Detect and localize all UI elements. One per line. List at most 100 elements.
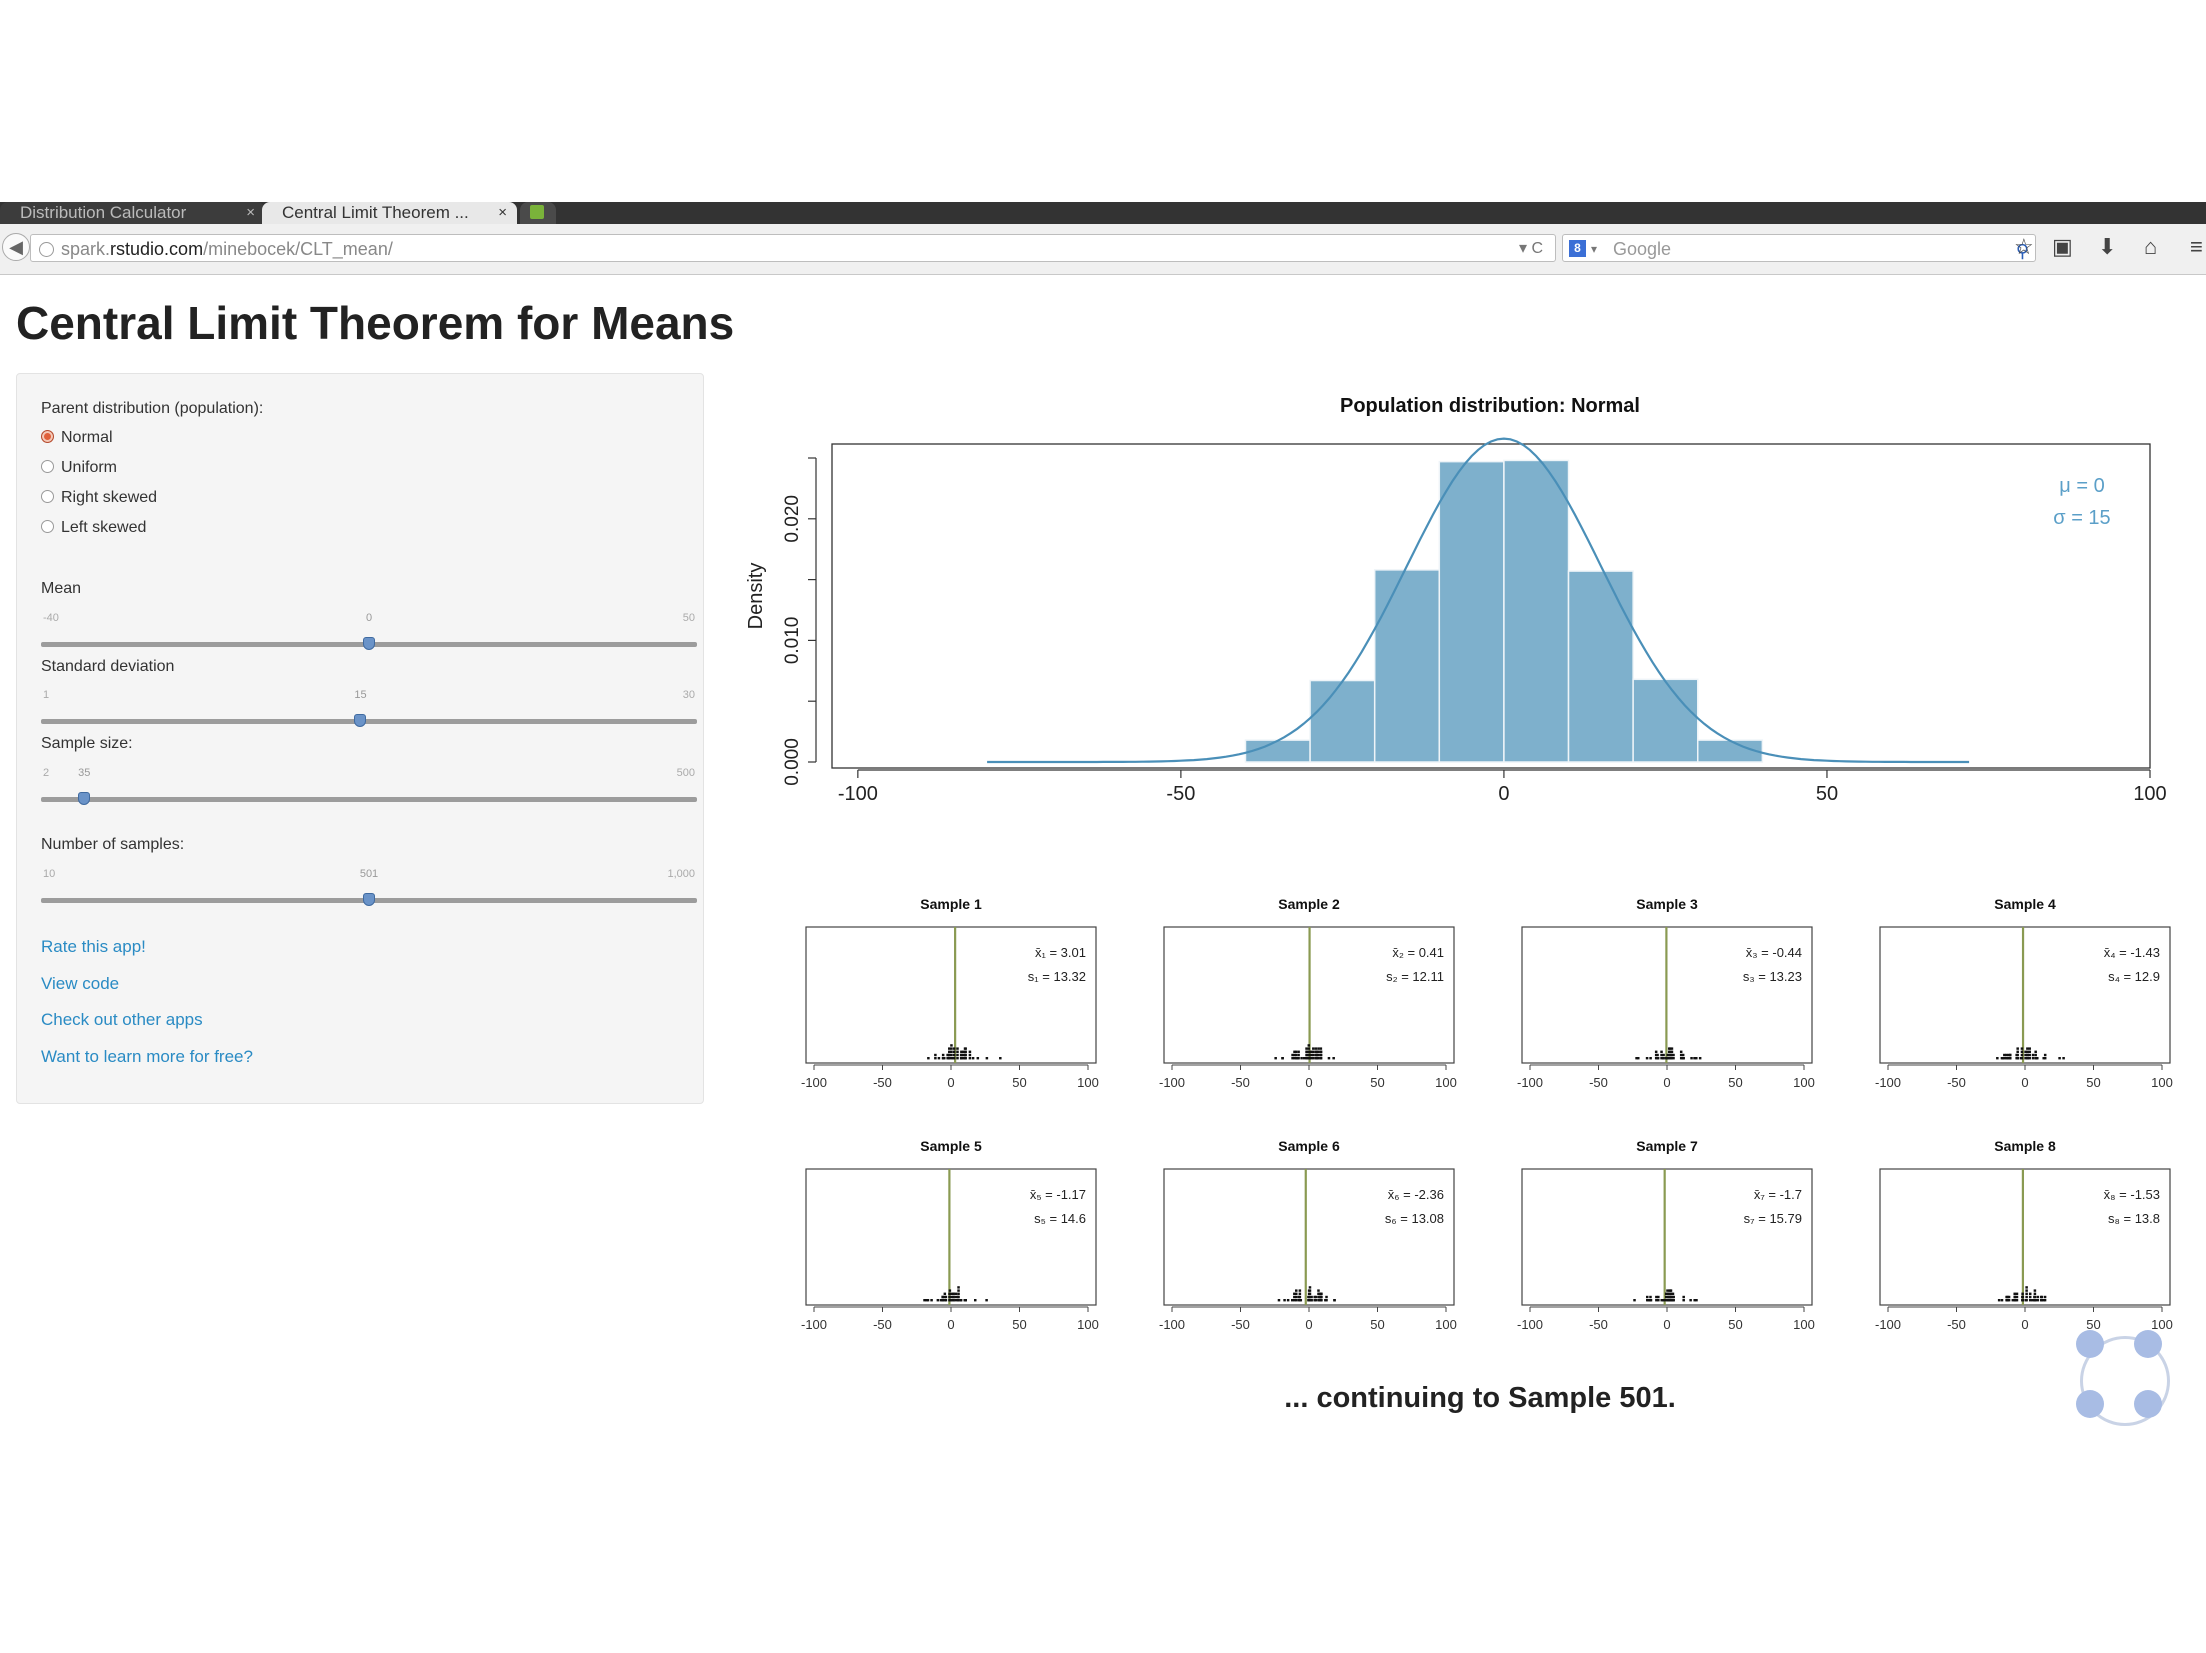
sample-point xyxy=(2024,1057,2027,1060)
search-icon[interactable]: ⚲ xyxy=(2015,241,2029,261)
sample-point xyxy=(1274,1057,1277,1060)
radio-normal[interactable]: Normal xyxy=(41,428,113,448)
slider-handle[interactable] xyxy=(363,893,375,906)
slider-track[interactable] xyxy=(41,797,697,802)
sample-point xyxy=(1654,1057,1658,1060)
search-bar[interactable]: 8 ▾ Google ⚲ xyxy=(1562,234,2036,262)
sample-point xyxy=(963,1047,967,1050)
sample-x-tick-label: -50 xyxy=(1231,1075,1250,1090)
other-apps-link[interactable]: Check out other apps xyxy=(41,1010,203,1029)
sample-size-slider[interactable]: 2 35 500 xyxy=(41,767,697,817)
slider-handle[interactable] xyxy=(363,637,375,650)
sample-point xyxy=(2033,1292,2037,1295)
sample-x-tick-label: -50 xyxy=(1231,1317,1250,1332)
sample-x-tick-label: -100 xyxy=(1517,1075,1543,1090)
sample-point xyxy=(2015,1292,2019,1295)
sample-point xyxy=(2015,1295,2019,1299)
radio-label: Right skewed xyxy=(61,489,158,506)
sample-point xyxy=(1294,1057,1298,1060)
new-tab-button[interactable] xyxy=(520,202,556,224)
mean-slider[interactable]: -40 0 50 xyxy=(41,612,697,662)
sample-point xyxy=(2025,1295,2028,1299)
sample-point xyxy=(1314,1047,1318,1050)
sample-point xyxy=(1308,1299,1312,1302)
slider-handle[interactable] xyxy=(354,714,367,727)
continuing-caption: ... continuing to Sample 501. xyxy=(1284,1382,1676,1414)
reload-icon[interactable]: ▾ C xyxy=(1518,240,1543,257)
x-tick-label: -100 xyxy=(838,783,878,805)
star-icon[interactable]: ☆ xyxy=(2014,234,2034,259)
sample-point xyxy=(1295,1295,1298,1299)
slider-min: 10 xyxy=(43,868,56,880)
url-bar[interactable]: spark.rstudio.com/minebocek/CLT_mean/ ▾ … xyxy=(30,234,1556,262)
sample-point xyxy=(1667,1047,1671,1050)
chevron-down-icon[interactable]: ▾ xyxy=(1591,242,1598,256)
sample-x-tick-label: 0 xyxy=(2021,1317,2028,1332)
sample-point xyxy=(2008,1057,2012,1060)
sample-frame xyxy=(1879,1168,2171,1306)
sample-point xyxy=(1299,1299,1303,1302)
search-engine-icon[interactable]: 8 xyxy=(1569,240,1586,257)
radio-right-skewed[interactable]: Right skewed xyxy=(41,488,157,508)
radio-checked-icon[interactable] xyxy=(41,430,54,444)
sample-title: Sample 6 xyxy=(1278,1138,1340,1154)
slider-value: 15 xyxy=(354,689,367,701)
num-samples-slider[interactable]: 10 501 1,000 xyxy=(41,868,697,918)
sample-point xyxy=(963,1057,967,1060)
radio-unchecked-icon[interactable] xyxy=(41,520,54,534)
sample-point xyxy=(2007,1299,2011,1302)
back-icon[interactable]: ◀ xyxy=(2,233,30,261)
sample-x-tick-label: -100 xyxy=(1875,1317,1901,1332)
sample-point xyxy=(1307,1057,1311,1060)
sample-x-tick-label: -100 xyxy=(1875,1075,1901,1090)
view-code-link[interactable]: View code xyxy=(41,974,120,993)
sample-size-label: Sample size: xyxy=(41,735,133,752)
sample-point xyxy=(1293,1057,1296,1060)
sample-point xyxy=(1670,1295,1673,1299)
radio-unchecked-icon[interactable] xyxy=(41,490,54,504)
home-icon[interactable]: ⌂ xyxy=(2144,234,2158,259)
sample-point xyxy=(1668,1299,1671,1302)
sample-point xyxy=(2006,1295,2009,1299)
sample-point xyxy=(1298,1289,1302,1292)
sample-point xyxy=(2028,1050,2031,1053)
sample-point xyxy=(1682,1057,1685,1060)
sample-point xyxy=(948,1289,952,1292)
menu-icon[interactable]: ≡ xyxy=(2190,234,2203,259)
sample-point xyxy=(1308,1295,1312,1299)
sample-point xyxy=(2025,1292,2028,1295)
sd-slider[interactable]: 1 15 30 xyxy=(41,689,697,739)
clipboard-icon[interactable]: ▣ xyxy=(2052,234,2073,259)
sample-frame xyxy=(805,1168,1097,1306)
close-icon[interactable]: × xyxy=(246,204,255,221)
radio-left-skewed[interactable]: Left skewed xyxy=(41,518,146,538)
download-icon[interactable]: ⬇ xyxy=(2098,234,2117,259)
sample-point xyxy=(946,1053,949,1057)
sample-x-tick-label: 0 xyxy=(1305,1075,1312,1090)
rate-app-link[interactable]: Rate this app! xyxy=(41,937,146,956)
population-chart-title: Population distribution: Normal xyxy=(1340,395,1640,417)
sample-point xyxy=(956,1295,960,1299)
sample-point xyxy=(1662,1057,1665,1060)
sample-point xyxy=(1664,1292,1668,1295)
sample-point xyxy=(2042,1299,2045,1302)
learn-more-link[interactable]: Want to learn more for free? xyxy=(41,1047,253,1066)
sample-point xyxy=(950,1047,953,1050)
tab-central-limit-theorem[interactable]: Central Limit Theorem ... × xyxy=(262,202,517,224)
slider-track[interactable] xyxy=(41,719,697,724)
sample-point xyxy=(1656,1053,1659,1057)
sample-point xyxy=(2024,1299,2028,1302)
sample-point xyxy=(2034,1050,2037,1053)
radio-uniform[interactable]: Uniform xyxy=(41,458,117,478)
sample-point xyxy=(1649,1057,1652,1060)
spinner-dot xyxy=(2076,1330,2104,1358)
sample-point xyxy=(925,1299,928,1302)
tab-distribution-calculator[interactable]: Distribution Calculator × xyxy=(0,202,265,224)
sample-point xyxy=(954,1292,958,1295)
sample-point xyxy=(960,1057,963,1060)
sample-point xyxy=(1317,1053,1320,1057)
radio-unchecked-icon[interactable] xyxy=(41,460,54,474)
slider-handle[interactable] xyxy=(78,792,91,805)
close-icon[interactable]: × xyxy=(498,204,507,221)
sample-point xyxy=(2033,1295,2036,1299)
